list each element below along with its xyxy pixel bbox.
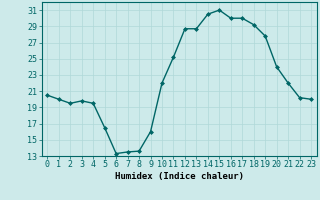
X-axis label: Humidex (Indice chaleur): Humidex (Indice chaleur) (115, 172, 244, 181)
